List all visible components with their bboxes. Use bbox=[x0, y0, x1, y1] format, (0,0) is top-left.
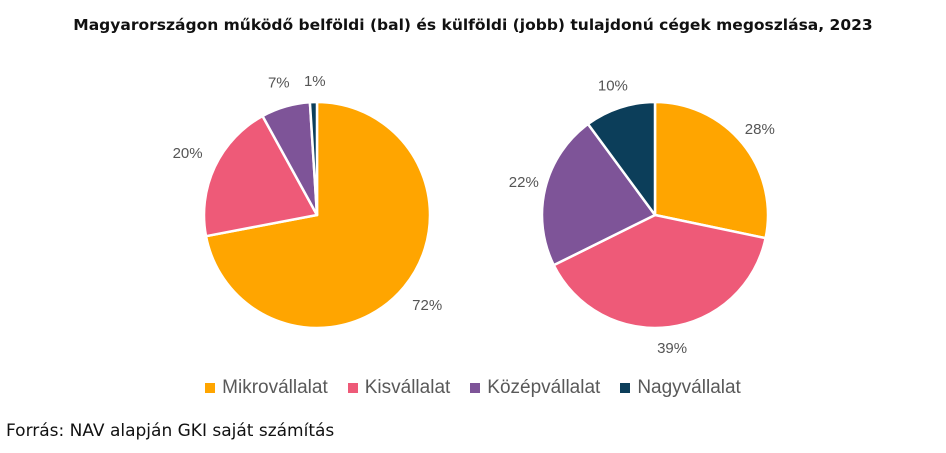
legend-swatch bbox=[470, 383, 481, 393]
data-label: 72% bbox=[412, 297, 442, 314]
slice-medium bbox=[540, 122, 657, 267]
slice-large bbox=[308, 100, 319, 217]
chart-title: Magyarországon működő belföldi (bal) és … bbox=[73, 16, 873, 34]
legend-swatch bbox=[347, 383, 358, 393]
data-label: 10% bbox=[598, 78, 628, 95]
data-label: 7% bbox=[268, 74, 290, 91]
data-label: 39% bbox=[657, 340, 687, 357]
legend-item-medium: Középvállalat bbox=[470, 377, 600, 399]
legend-label: Középvállalat bbox=[487, 377, 601, 398]
data-label: 22% bbox=[509, 174, 539, 191]
slice-large bbox=[586, 100, 657, 217]
pie-chart-domestic: 72% 20% 7% 1% bbox=[173, 73, 442, 330]
legend-swatch bbox=[620, 383, 631, 393]
data-label: 1% bbox=[304, 73, 326, 90]
slice-small bbox=[552, 213, 767, 330]
legend-item-micro: Mikrovállalat bbox=[205, 377, 328, 399]
pie-chart-foreign: 28% 39% 22% 10% bbox=[509, 78, 775, 357]
slice-small bbox=[202, 114, 319, 238]
source-note: Forrás: NAV alapján GKI saját számítás bbox=[6, 421, 335, 441]
legend-label: Nagyvállalat bbox=[637, 377, 741, 398]
legend-label: Kisvállalat bbox=[364, 377, 451, 398]
data-label: 28% bbox=[745, 121, 775, 138]
legend-swatch bbox=[205, 383, 216, 393]
legend-item-small: Kisvállalat bbox=[347, 377, 451, 399]
data-label: 20% bbox=[173, 145, 203, 162]
legend-label: Mikrovállalat bbox=[222, 377, 328, 398]
slice-micro bbox=[653, 100, 770, 240]
legend-item-large: Nagyvállalat bbox=[620, 377, 741, 399]
legend: Mikrovállalat Kisvállalat Középvállalat … bbox=[0, 377, 946, 399]
